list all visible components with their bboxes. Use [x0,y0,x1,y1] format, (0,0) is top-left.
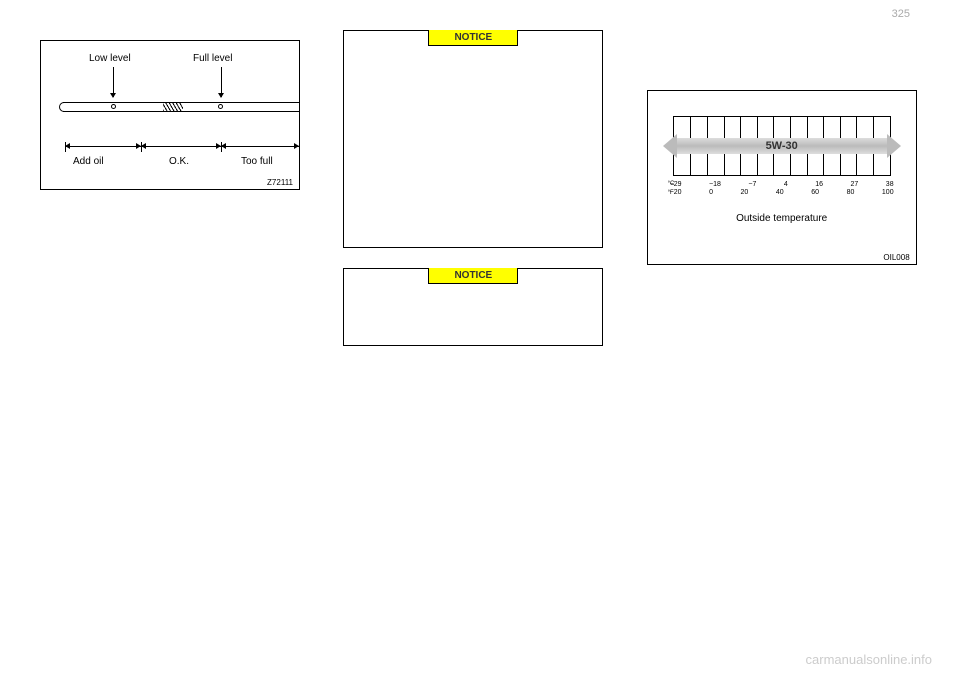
page-content: Low level Full level Add oil O.K. Too [0,0,960,440]
dipstick-body [63,96,299,118]
c-unit: °C [668,181,675,187]
temp-f-value: 100 [882,189,894,196]
temp-f-value: 40 [776,189,784,196]
dipstick-code: Z72111 [267,178,293,187]
dipstick-hatch [163,103,183,111]
column-3: 5W-30 °C −29−18−74162738 °F −20020406080… [647,30,920,410]
notice-label-2: NOTICE [428,268,518,284]
dipstick-tip [59,102,69,112]
dipstick-hole-low [111,104,116,109]
oil-figure: 5W-30 °C −29−18−74162738 °F −20020406080… [647,90,917,265]
temp-f-value: 80 [847,189,855,196]
dim-seg-toofull [221,146,299,147]
oil-arrow-right-icon [887,134,901,158]
arrow-full [221,67,222,97]
dipstick-hole-full [218,104,223,109]
temp-c-value: 38 [886,181,894,188]
watermark: carmanualsonline.info [806,652,932,667]
dipstick-full-label: Full level [193,53,232,64]
column-2: NOTICE NOTICE [343,30,616,410]
oil-grade-label: 5W-30 [677,138,887,154]
oil-caption: Outside temperature [648,213,916,224]
temp-scale: °C −29−18−74162738 °F −20020406080100 [670,181,894,197]
notice-body-2 [344,285,602,345]
notice-label-1: NOTICE [428,30,518,46]
notice-body-1 [344,47,602,247]
dipstick-ok-label: O.K. [169,156,189,167]
oil-arrow: 5W-30 [663,136,901,156]
temp-row-c: °C −29−18−74162738 [670,181,894,188]
dim-seg-add [65,146,141,147]
dim-tick-4 [299,142,300,152]
dipstick-low-label: Low level [89,53,131,64]
temp-f-value: 20 [741,189,749,196]
column-1: Low level Full level Add oil O.K. Too [40,30,313,410]
dipstick-toofull-label: Too full [241,156,273,167]
dim-seg-ok [141,146,221,147]
oil-arrow-left-icon [663,134,677,158]
temp-c-value: 16 [815,181,823,188]
temp-c-value: −7 [748,181,756,188]
temp-c-value: 27 [851,181,859,188]
temp-c-value: 4 [784,181,788,188]
temp-f-value: 60 [811,189,819,196]
temp-row-f: °F −20020406080100 [670,189,894,196]
col1-spacer [40,210,313,410]
oil-code: OIL008 [883,253,909,262]
notice-box-2: NOTICE [343,268,603,346]
page-number: 325 [892,8,910,20]
dipstick-add-label: Add oil [73,156,104,167]
oil-grid-container: 5W-30 [673,116,891,176]
arrow-low [113,67,114,97]
temp-f-value: 0 [709,189,713,196]
notice-box-1: NOTICE [343,30,603,248]
f-unit: °F [668,190,674,196]
temp-c-value: −18 [709,181,721,188]
dipstick-figure: Low level Full level Add oil O.K. Too [40,40,300,190]
